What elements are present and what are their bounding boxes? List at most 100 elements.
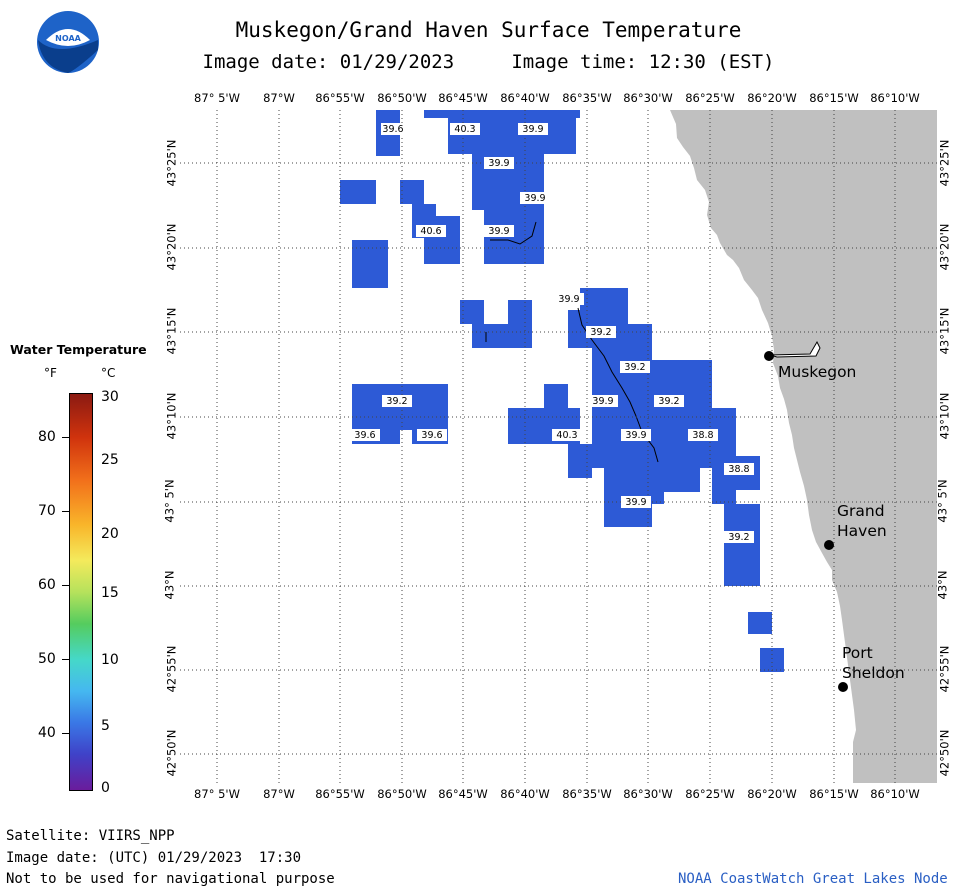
front-line [490,221,537,245]
temp-label: 39.9 [488,158,509,169]
lat-label: 43°15'N [164,307,179,355]
temp-label: 38.8 [692,430,713,441]
legend-unit-c: °C [101,366,116,380]
colorbar-tick [62,585,69,586]
lat-label: 43°N [162,570,177,600]
temp-cell [472,324,496,348]
colorbar-tick [62,437,69,438]
city-marker-muskegon [764,351,774,361]
temp-label: 39.9 [592,396,613,407]
lon-label: 87°W [263,787,295,801]
lon-label: 86°55'W [315,787,365,801]
lon-label: 86°50'W [377,787,427,801]
temp-cell [352,240,388,288]
city-label-grand-haven-2: Haven [837,522,887,540]
lat-label: 43°15'N [937,307,952,355]
temp-label: 38.8 [728,464,749,475]
cities: Muskegon Grand Haven Port Sheldon [764,351,905,692]
logo-text: NOAA [55,34,81,43]
legend-title: Water Temperature [10,342,147,357]
lat-label: 42°55'N [937,645,952,693]
legend-f-tick: 80 [38,429,56,445]
land-area [670,110,937,783]
lat-label: 42°50'N [937,729,952,777]
legend-c-tick: 30 [101,389,119,405]
map-plot: 39.6 40.3 39.9 39.9 39.9 40.6 39.9 39.9 … [180,110,937,783]
temp-label: 39.2 [590,327,611,338]
legend-f-tick: 60 [38,577,56,593]
colorbar-tick [62,511,69,512]
temp-label: 39.2 [728,532,749,543]
temp-cell [460,300,484,324]
lon-label: 86°40'W [500,91,550,105]
temp-cell [400,180,424,204]
temp-cell [568,444,592,478]
lat-label: 42°50'N [164,729,179,777]
city-label-port-sheldon-2: Sheldon [842,664,905,682]
temp-cell [544,384,568,408]
utc-date-label: Image date: (UTC) 01/29/2023 17:30 [6,850,302,866]
lon-label: 86°35'W [562,787,612,801]
temp-cell [712,490,736,504]
temp-label: 40.3 [556,430,577,441]
temp-label: 40.6 [420,226,441,237]
lon-label: 86°30'W [623,787,673,801]
legend-f-tick: 40 [38,725,56,741]
lon-label: 86°45'W [438,787,488,801]
temp-label: 39.2 [624,362,645,373]
city-label-port-sheldon-1: Port [842,644,873,662]
lat-label: 43°10'N [937,392,952,440]
lon-label: 86°15'W [809,91,859,105]
lon-label: 87° 5'W [194,787,240,801]
disclaimer-label: Not to be used for navigational purpose [6,871,335,887]
colorbar-tick [62,733,69,734]
lat-label: 43°N [935,570,950,600]
temp-cell [496,324,508,348]
credit-label: NOAA CoastWatch Great Lakes Node [678,871,948,887]
temp-cell [724,504,760,586]
city-label-grand-haven-1: Grand [837,502,885,520]
temp-label: 39.6 [382,124,403,135]
temp-label: 39.6 [421,430,442,441]
lat-label: 43° 5'N [162,479,177,523]
graticule [180,110,937,783]
lat-label: 43°20'N [164,223,179,271]
lon-label: 86°40'W [500,787,550,801]
legend-c-tick: 20 [101,526,119,542]
legend-unit-f: °F [44,366,57,380]
lon-label: 86°50'W [377,91,427,105]
legend-f-tick: 50 [38,651,56,667]
lon-label: 86°30'W [623,91,673,105]
lon-label: 86°20'W [747,91,797,105]
lon-label: 86°15'W [809,787,859,801]
lat-label: 43°25'N [937,139,952,187]
temp-cell [508,300,532,348]
temp-cell [604,468,700,492]
legend-c-tick: 0 [101,780,110,796]
temp-cell [424,216,460,264]
city-label-muskegon: Muskegon [778,363,856,381]
lon-label: 87°W [263,91,295,105]
lat-label: 43°10'N [164,392,179,440]
temp-label: 40.3 [454,124,475,135]
temp-cell [340,180,376,204]
lat-label: 43°20'N [937,223,952,271]
lon-label: 86°55'W [315,91,365,105]
legend-c-tick: 10 [101,652,119,668]
temp-labels: 39.6 40.3 39.9 39.9 39.9 40.6 39.9 39.9 … [350,123,754,543]
lon-label: 86°35'W [562,91,612,105]
lon-label: 86°10'W [870,91,920,105]
temp-label: 39.9 [522,124,543,135]
temp-label: 39.6 [354,430,375,441]
temp-label: 39.9 [488,226,509,237]
legend-f-tick: 70 [38,503,56,519]
temp-cell [748,612,772,634]
lon-label: 87° 5'W [194,91,240,105]
temp-cell [424,110,580,118]
temp-label: 39.2 [658,396,679,407]
colorbar-tick [62,659,69,660]
lon-label: 86°45'W [438,91,488,105]
colorbar [69,393,93,791]
temp-label: 39.9 [558,294,579,305]
city-marker-port-sheldon [838,682,848,692]
